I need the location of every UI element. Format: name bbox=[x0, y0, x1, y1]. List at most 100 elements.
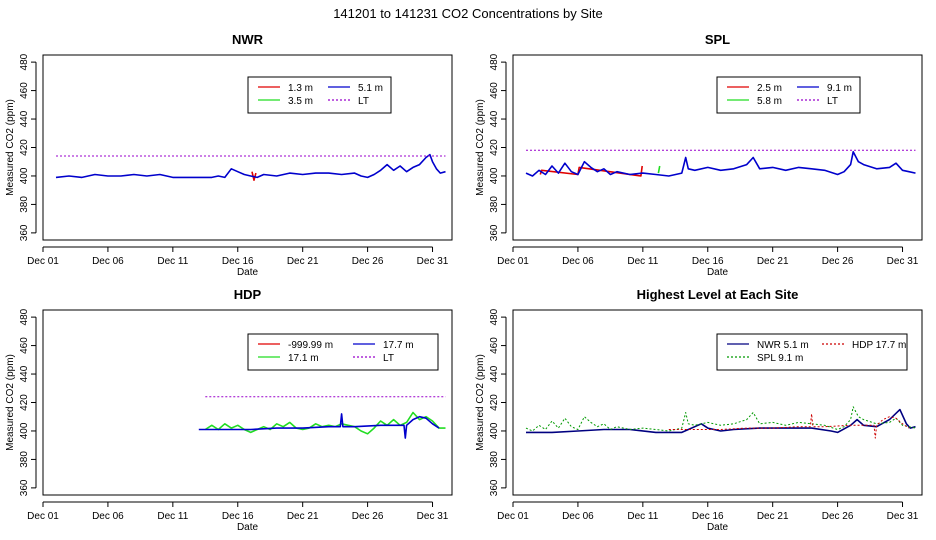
legend: 1.3 m 3.5 m 5.1 m LT bbox=[247, 76, 392, 114]
x-axis-label: Date bbox=[707, 267, 729, 278]
y-tick-label: 480 bbox=[19, 53, 30, 70]
legend-entry-label: -999.99 m bbox=[288, 340, 333, 351]
x-tick-label: Dec 31 bbox=[887, 256, 919, 267]
legend-entry-label: 3.5 m bbox=[288, 96, 313, 107]
legend-entry-label: 1.3 m bbox=[288, 83, 313, 94]
legend-entry-label: NWR 5.1 m bbox=[757, 340, 809, 351]
legend-entry-label: 5.8 m bbox=[757, 96, 782, 107]
legend-entry-label: HDP 17.7 m bbox=[852, 340, 906, 351]
x-tick-label: Dec 06 bbox=[562, 256, 594, 267]
plot-frame bbox=[512, 309, 923, 496]
x-axis-label: Date bbox=[707, 522, 729, 533]
series-17-7-m bbox=[198, 413, 440, 439]
chart-title: Highest Level at Each Site bbox=[637, 287, 799, 302]
y-tick-label: 420 bbox=[489, 139, 500, 156]
y-tick-label: 460 bbox=[489, 337, 500, 354]
legend-entry-label: 17.7 m bbox=[383, 340, 414, 351]
y-tick-label: 380 bbox=[489, 451, 500, 468]
chart-title: NWR bbox=[232, 32, 264, 47]
x-tick-label: Dec 16 bbox=[692, 256, 724, 267]
chart-panel-1: NWR Dec 01 Dec 06 Dec 11 Dec 16 Dec 21 Dec 26 D… bbox=[5, 32, 453, 278]
y-tick-label: 440 bbox=[19, 365, 30, 382]
chart-title: HDP bbox=[234, 287, 262, 302]
y-tick-label: 440 bbox=[489, 110, 500, 127]
legend-box bbox=[716, 76, 861, 114]
series-5-8-m bbox=[657, 165, 661, 174]
legend-entry-label: LT bbox=[358, 96, 369, 107]
y-tick-label: 460 bbox=[19, 337, 30, 354]
x-tick-label: Dec 21 bbox=[287, 511, 319, 522]
x-tick-label: Dec 11 bbox=[157, 511, 188, 522]
x-tick-label: Dec 26 bbox=[352, 256, 384, 267]
x-tick-label: Dec 11 bbox=[627, 256, 658, 267]
y-tick-label: 420 bbox=[489, 394, 500, 411]
plot-frame bbox=[42, 54, 453, 241]
legend-entry-label: LT bbox=[383, 353, 394, 364]
x-tick-label: Dec 31 bbox=[887, 511, 919, 522]
legend-box bbox=[716, 333, 908, 371]
legend-entry-label: 5.1 m bbox=[358, 83, 383, 94]
x-tick-label: Dec 06 bbox=[562, 511, 594, 522]
y-tick-label: 400 bbox=[489, 422, 500, 439]
x-tick-label: Dec 11 bbox=[157, 256, 188, 267]
y-tick-label: 360 bbox=[19, 479, 30, 496]
y-tick-label: 380 bbox=[19, 196, 30, 213]
y-tick-label: 440 bbox=[489, 365, 500, 382]
y-tick-label: 360 bbox=[19, 224, 30, 241]
plot-frame bbox=[512, 54, 923, 241]
x-tick-label: Dec 01 bbox=[27, 511, 59, 522]
x-tick-label: Dec 16 bbox=[222, 256, 254, 267]
chart-panel-4: Highest Level at Each Site Dec 01 Dec 06 De… bbox=[475, 287, 923, 533]
x-tick-label: Dec 21 bbox=[757, 511, 789, 522]
series-nwr-5-1-m bbox=[526, 408, 916, 434]
y-tick-label: 400 bbox=[489, 167, 500, 184]
y-axis-label: Measured CO2 (ppm) bbox=[475, 99, 486, 196]
x-axis-label: Date bbox=[237, 267, 259, 278]
legend: -999.99 m 17.1 m 17.7 m LT bbox=[247, 333, 439, 371]
x-tick-label: Dec 16 bbox=[222, 511, 254, 522]
y-axis-label: Measured CO2 (ppm) bbox=[5, 99, 16, 196]
y-axis-label: Measured CO2 (ppm) bbox=[475, 354, 486, 451]
series-1-3-m bbox=[251, 171, 257, 181]
legend-entry-label: 17.1 m bbox=[288, 353, 319, 364]
x-tick-label: Dec 26 bbox=[822, 256, 854, 267]
legend-entry-label: LT bbox=[827, 96, 838, 107]
y-tick-label: 360 bbox=[489, 479, 500, 496]
x-tick-label: Dec 21 bbox=[757, 256, 789, 267]
y-tick-label: 440 bbox=[19, 110, 30, 127]
y-tick-label: 420 bbox=[19, 394, 30, 411]
x-tick-label: Dec 26 bbox=[352, 511, 384, 522]
y-tick-label: 400 bbox=[19, 167, 30, 184]
legend-box bbox=[247, 333, 439, 371]
x-tick-label: Dec 21 bbox=[287, 256, 319, 267]
series-5-1-m bbox=[55, 153, 446, 179]
y-tick-label: 400 bbox=[19, 422, 30, 439]
plot-frame bbox=[42, 309, 453, 496]
figure-title: 141201 to 141231 CO2 Concentrations by S… bbox=[333, 6, 603, 21]
chart-panel-2: SPL Dec 01 Dec 06 Dec 11 Dec 16 Dec 21 Dec 26 D… bbox=[475, 32, 923, 278]
y-tick-label: 380 bbox=[19, 451, 30, 468]
x-tick-label: Dec 06 bbox=[92, 511, 124, 522]
x-tick-label: Dec 11 bbox=[627, 511, 658, 522]
x-axis-label: Date bbox=[237, 522, 259, 533]
legend-entry-label: 2.5 m bbox=[757, 83, 782, 94]
chart-title: SPL bbox=[705, 32, 730, 47]
x-tick-label: Dec 06 bbox=[92, 256, 124, 267]
x-tick-label: Dec 16 bbox=[692, 511, 724, 522]
x-tick-label: Dec 31 bbox=[417, 256, 449, 267]
x-tick-label: Dec 01 bbox=[497, 256, 529, 267]
y-tick-label: 480 bbox=[19, 308, 30, 325]
legend-entry-label: 9.1 m bbox=[827, 83, 852, 94]
y-axis-label: Measured CO2 (ppm) bbox=[5, 354, 16, 451]
series-9-1-m bbox=[525, 151, 916, 177]
y-tick-label: 460 bbox=[489, 82, 500, 99]
x-tick-label: Dec 01 bbox=[497, 511, 529, 522]
y-tick-label: 460 bbox=[19, 82, 30, 99]
chart-panel-3: HDP Dec 01 Dec 06 Dec 11 Dec 16 Dec 21 Dec 26 D… bbox=[5, 287, 453, 533]
y-tick-label: 380 bbox=[489, 196, 500, 213]
series-hdp-17-7-m bbox=[668, 413, 910, 439]
y-tick-label: 420 bbox=[19, 139, 30, 156]
y-tick-label: 480 bbox=[489, 53, 500, 70]
